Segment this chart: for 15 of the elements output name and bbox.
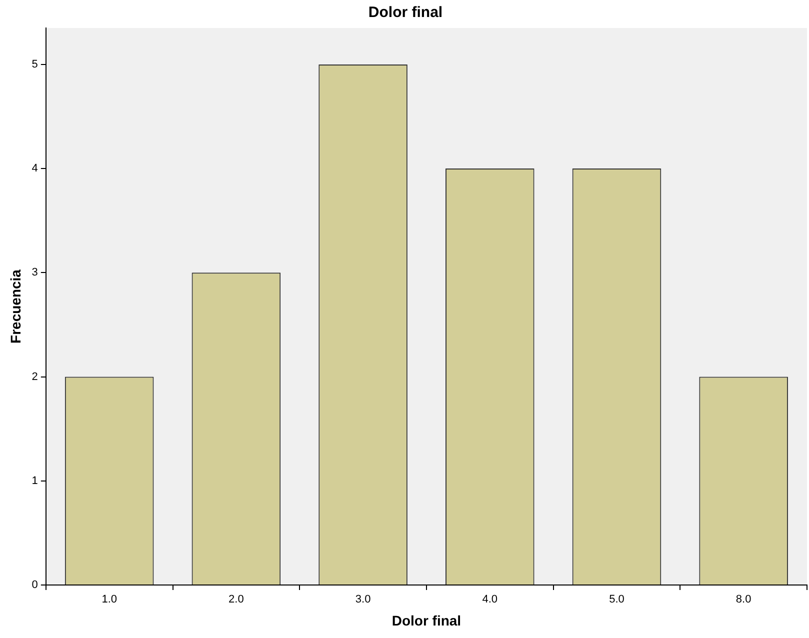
y-tick-label: 2 [32, 370, 38, 383]
x-tick-label: 1.0 [102, 594, 117, 606]
y-tick-label: 1 [32, 474, 38, 487]
y-tick-label: 4 [32, 162, 38, 175]
x-axis-title: Dolor final [392, 612, 462, 628]
y-tick-label: 3 [32, 266, 38, 279]
x-tick-label: 2.0 [228, 594, 244, 606]
x-tick-label: 3.0 [355, 594, 371, 606]
chart-title: Dolor final [368, 4, 443, 22]
x-tick-label: 8.0 [736, 594, 752, 606]
y-tick-label: 0 [32, 579, 38, 592]
x-tick-label: 5.0 [609, 594, 624, 606]
y-tick-label: 5 [32, 58, 38, 70]
y-axis-title: Frecuencia [7, 269, 24, 344]
x-tick-label: 4.0 [482, 594, 498, 606]
